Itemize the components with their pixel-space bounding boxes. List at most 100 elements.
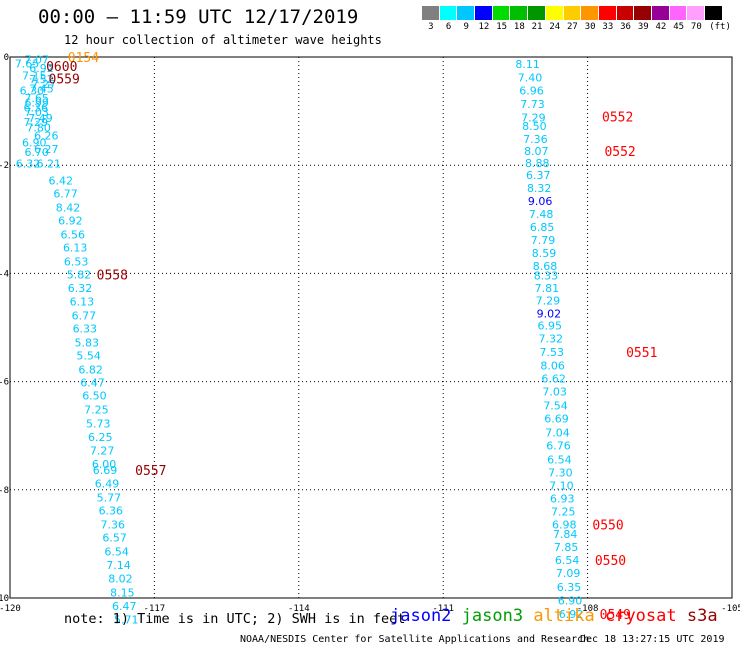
wave-height-point: 6.42 [49, 174, 74, 187]
legend-swatch [492, 6, 511, 20]
legend-swatch [545, 6, 564, 20]
pass-time-label: 0552 [602, 111, 633, 126]
wave-height-point: 7.52 [29, 73, 54, 86]
pass-time-label: 0558 [97, 268, 128, 283]
wave-height-point: 8.68 [533, 260, 558, 273]
legend-swatch [669, 6, 688, 20]
legend-swatch [634, 6, 652, 20]
wave-height-point: 7.79 [531, 234, 556, 247]
wave-height-point: 6.33 [73, 323, 98, 336]
legend-label: 27 [567, 22, 578, 32]
wave-height-point: 6.90 [22, 136, 47, 149]
legend-label: 12 [478, 22, 490, 32]
y-tick-label: -2 [0, 161, 9, 171]
wave-height-point: 7.36 [523, 133, 548, 146]
wave-height-point: 6.00 [92, 458, 117, 471]
wave-height-point: 6.32 [16, 158, 41, 171]
wave-height-point: 5.73 [86, 417, 111, 430]
pass-time-label: 0549 [600, 608, 631, 623]
wave-height-point: 7.29 [521, 112, 546, 125]
pass-time-label: 0550 [595, 554, 626, 569]
wave-height-point: 7.27 [90, 444, 115, 457]
wave-height-point: 6.36 [23, 101, 48, 114]
pass-time-label: 0154 [68, 51, 99, 66]
legend-swatch [705, 6, 723, 20]
satellite-cryosat: cryosat [604, 606, 687, 626]
pass-time-label: 0559 [49, 73, 80, 88]
legend-swatch [651, 6, 670, 20]
wave-height-point: 6.54 [555, 554, 580, 567]
x-tick-label: -105 [721, 604, 740, 614]
legend-label: 70 [690, 22, 702, 32]
wave-height-point: 6.32 [68, 282, 93, 295]
wave-height-point: 7.25 [551, 505, 576, 518]
legend-swatch [687, 6, 705, 20]
legend-label: (ft) [709, 22, 731, 32]
legend-label: 6 [445, 22, 452, 32]
wave-height-point: 5.71 [114, 614, 139, 627]
wave-height-point: 7.45 [29, 82, 54, 95]
x-tick-label: -111 [432, 604, 454, 614]
wave-height-point: 7.29 [536, 294, 561, 307]
legend-label: 42 [655, 22, 667, 32]
wave-height-point: 6.56 [61, 228, 86, 241]
wave-height-point: 6.95 [538, 319, 563, 332]
legend-label: 21 [531, 22, 543, 32]
satellite-legend: jason2 jason3 altika cryosat s3a [390, 606, 718, 626]
credit-line: NOAA/NESDIS Center for Satellite Applica… [240, 634, 590, 645]
satellite-jason3: jason3 [461, 606, 534, 626]
legend-label: 3 [428, 22, 434, 32]
page-subtitle: 12 hour collection of altimeter wave hei… [64, 33, 382, 47]
legend-label: 36 [620, 22, 631, 32]
wave-height-point: 6.99 [24, 96, 49, 109]
legend-swatch [422, 6, 440, 20]
satellite-altika: altika [533, 606, 605, 626]
wave-height-point: 8.06 [540, 359, 565, 372]
wave-height-point: 8.02 [108, 573, 133, 586]
wave-height-point: 7.80 [26, 121, 51, 134]
wave-height-point: 7.09 [556, 567, 581, 580]
footnote: note: 1) Time is in UTC; 2) SWH is in fe… [64, 611, 406, 627]
legend-swatch [581, 6, 599, 20]
wave-height-point: 6.13 [70, 296, 95, 309]
wave-height-point: 7.53 [539, 346, 564, 359]
wave-height-point: 8.50 [522, 120, 547, 133]
wave-height-point: 5.77 [97, 491, 122, 504]
wave-height-point: 6.37 [526, 169, 551, 182]
wave-height-point: 8.59 [532, 247, 557, 260]
y-tick-label: 0 [4, 53, 9, 63]
wave-height-point: 9.06 [528, 195, 553, 208]
wave-height-point: 5.82 [67, 268, 92, 281]
wave-height-point: 6.96 [519, 85, 544, 98]
wave-height-point: 8.88 [525, 157, 550, 170]
y-tick-label: -6 [0, 378, 9, 388]
wave-height-point: 6.77 [53, 187, 78, 200]
wave-height-point: 6.54 [104, 545, 129, 558]
wave-height-point: 6.25 [88, 431, 113, 444]
wave-height-point: 7.07 [24, 54, 49, 67]
wave-height-point: 6.36 [99, 504, 124, 517]
legend-swatch [439, 6, 458, 20]
wave-height-point: 7.49 [28, 112, 52, 125]
legend-label: 45 [673, 22, 685, 32]
satellite-s3a: s3a [686, 606, 718, 626]
wave-height-point: 7.27 [32, 78, 57, 91]
wave-height-point: 6.35 [557, 581, 582, 594]
wave-height-point: 7.15 [22, 69, 47, 82]
wave-height-point: 6.69 [93, 464, 118, 477]
wave-height-point: 7.30 [548, 466, 573, 479]
color-legend-swatches [422, 6, 723, 20]
legend-label: 33 [602, 22, 614, 32]
legend-swatch [528, 6, 546, 20]
legend-label: 24 [549, 22, 561, 32]
wave-height-point: 7.73 [520, 98, 545, 111]
wave-height-point: 6.62 [541, 372, 566, 385]
legend-swatch [510, 6, 529, 20]
wave-height-point: 6.49 [95, 477, 120, 490]
wave-height-point: 6.27 [34, 143, 59, 156]
wave-height-point: 8.15 [110, 587, 135, 600]
wave-height-point: 7.14 [106, 559, 130, 572]
wave-height-point: 6.90 [558, 595, 583, 608]
wave-height-point: 8.32 [527, 182, 552, 195]
